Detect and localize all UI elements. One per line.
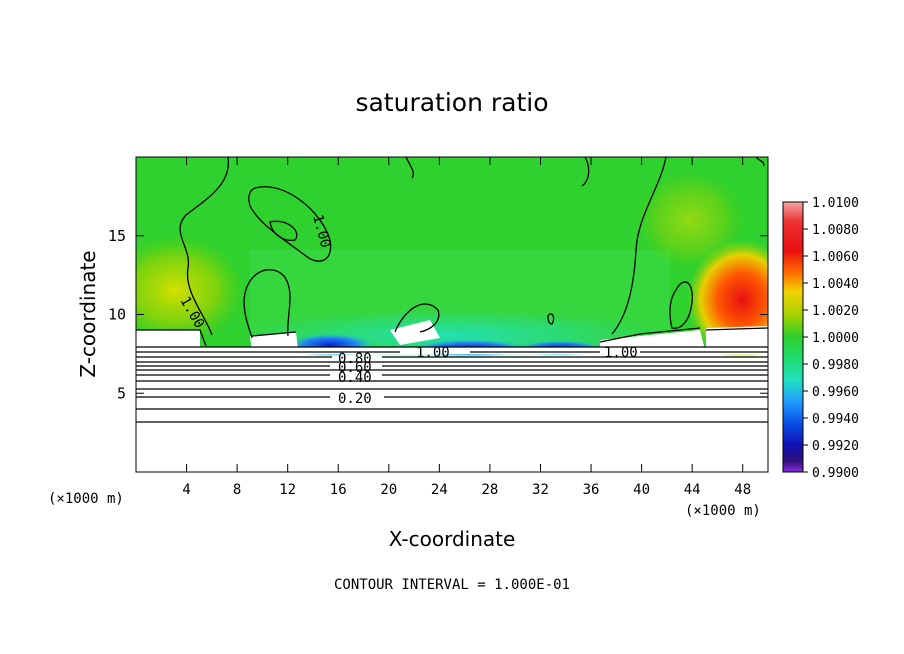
x-tick-label: 48 bbox=[734, 482, 751, 498]
colorbar bbox=[782, 201, 804, 473]
y-axis: 5 10 15 bbox=[108, 227, 768, 402]
colorbar-label: 0.9960 bbox=[812, 385, 859, 400]
contour-label: 1.00 bbox=[416, 345, 450, 361]
colorbar-label: 0.9900 bbox=[812, 466, 859, 481]
contour-label: 0.40 bbox=[338, 370, 372, 386]
x-tick-label: 8 bbox=[233, 482, 241, 498]
colorbar-label: 0.9920 bbox=[812, 439, 859, 454]
x-axis-label: X-coordinate bbox=[388, 527, 516, 551]
colorbar-label: 1.0020 bbox=[812, 304, 859, 319]
y-tick-label: 10 bbox=[108, 306, 126, 324]
colorbar-label: 0.9940 bbox=[812, 412, 859, 427]
chart-title: saturation ratio bbox=[355, 88, 549, 117]
contour-lines bbox=[136, 157, 768, 423]
colorbar-label: 1.0040 bbox=[812, 277, 859, 292]
colorbar-label: 1.0080 bbox=[812, 223, 859, 238]
x-tick-label: 32 bbox=[532, 482, 549, 498]
x-tick-label: 40 bbox=[633, 482, 650, 498]
x-tick-label: 12 bbox=[279, 482, 296, 498]
contour-label: 0.80 bbox=[338, 351, 372, 367]
y-tick-label: 5 bbox=[117, 384, 126, 402]
x-tick-label: 28 bbox=[481, 482, 498, 498]
contour-label: 0.60 bbox=[338, 360, 372, 376]
x-tick-label: 44 bbox=[684, 482, 701, 498]
colorbar-label: 1.0060 bbox=[812, 250, 859, 265]
x-tick-label: 36 bbox=[583, 482, 600, 498]
y-tick-label: 15 bbox=[108, 227, 126, 245]
heatmap-field bbox=[136, 157, 768, 472]
x-tick-label: 20 bbox=[380, 482, 397, 498]
colorbar-label: 0.9980 bbox=[812, 358, 859, 373]
colorbar-ticks: 1.0100 1.0080 1.0060 1.0040 1.0020 1.0000 0.99… bbox=[803, 196, 859, 481]
contour-interval-note: CONTOUR INTERVAL = 1.000E-01 bbox=[333, 577, 570, 593]
x-unit-left: (×1000 m) bbox=[48, 491, 124, 507]
colorbar-label: 1.0000 bbox=[812, 331, 859, 346]
contour-label: 1.00 bbox=[604, 345, 638, 361]
colorbar-label: 1.0100 bbox=[812, 196, 859, 211]
y-axis-label: Z-coordinate bbox=[76, 250, 100, 378]
contour-label: 0.20 bbox=[338, 391, 372, 407]
x-unit-right: (×1000 m) bbox=[685, 503, 761, 519]
x-tick-label: 24 bbox=[431, 482, 448, 498]
x-tick-label: 4 bbox=[182, 482, 190, 498]
x-axis: 4 8 12 16 20 24 28 32 36 40 44 48 bbox=[182, 157, 751, 498]
x-tick-label: 16 bbox=[330, 482, 347, 498]
